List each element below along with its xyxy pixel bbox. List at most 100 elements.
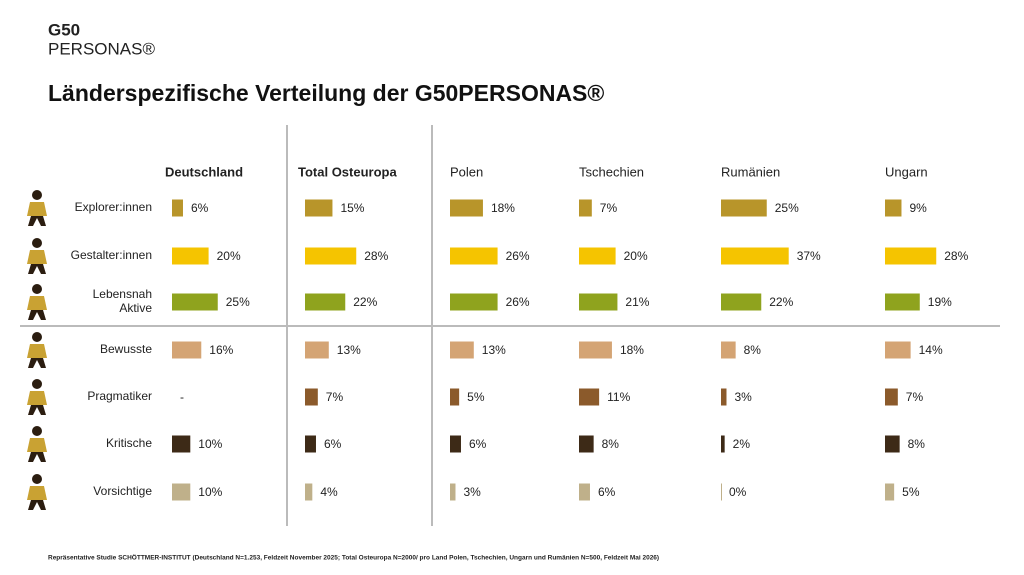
bar <box>721 435 725 453</box>
bar <box>450 388 460 406</box>
value-label: 22% <box>769 295 793 309</box>
value-label: 21% <box>625 295 649 309</box>
bar <box>721 341 736 359</box>
value-label: 10% <box>198 437 222 451</box>
value-label: 7% <box>600 201 618 215</box>
value-label: 13% <box>337 343 361 357</box>
column-header: Deutschland <box>165 164 243 179</box>
value-label: 14% <box>919 343 943 357</box>
value-label: 28% <box>944 249 968 263</box>
value-label: 16% <box>209 343 233 357</box>
value-label: 26% <box>506 295 530 309</box>
persona-icon <box>27 474 47 510</box>
value-label: 13% <box>482 343 506 357</box>
bar <box>579 341 612 359</box>
footnote: Repräsentative Studie SCHÖTTMER-INSTITUT… <box>48 553 659 562</box>
value-label: 7% <box>906 390 924 404</box>
bar <box>885 435 900 453</box>
row-label: Bewusste <box>100 342 152 356</box>
value-label: 25% <box>775 201 799 215</box>
value-label: 6% <box>469 437 487 451</box>
value-label: 6% <box>324 437 342 451</box>
persona-icon <box>27 284 47 320</box>
column-header: Polen <box>450 164 483 179</box>
bar <box>579 293 618 311</box>
bar <box>305 341 329 359</box>
column-header: Tschechien <box>579 164 644 179</box>
logo-top: G50 <box>48 20 80 39</box>
bar <box>450 293 498 311</box>
bar <box>885 199 902 217</box>
bar <box>305 435 316 453</box>
value-label: - <box>180 390 184 404</box>
bar <box>579 435 594 453</box>
bar <box>885 483 895 501</box>
bar <box>172 247 209 265</box>
bar <box>450 199 483 217</box>
bar <box>172 293 218 311</box>
value-label: 3% <box>734 390 752 404</box>
bar <box>721 483 722 501</box>
bar <box>885 388 898 406</box>
row-label: Lebensnah Aktive <box>93 287 153 315</box>
row-label: Kritische <box>106 436 152 450</box>
value-label: 8% <box>602 437 620 451</box>
bar <box>721 388 727 406</box>
bar <box>450 341 474 359</box>
chart-title: Länderspezifische Verteilung der G50PERS… <box>48 80 604 106</box>
column-header: Total Osteuropa <box>298 164 397 179</box>
value-label: 5% <box>467 390 485 404</box>
value-label: 8% <box>908 437 926 451</box>
value-label: 5% <box>902 485 920 499</box>
value-label: 7% <box>326 390 344 404</box>
value-label: 28% <box>364 249 388 263</box>
value-label: 10% <box>198 485 222 499</box>
column-header: Rumänien <box>721 164 780 179</box>
bar <box>579 388 600 406</box>
bar <box>172 483 191 501</box>
persona-icon <box>27 379 47 415</box>
bar <box>305 388 318 406</box>
bar <box>579 199 592 217</box>
value-label: 26% <box>506 249 530 263</box>
bar <box>172 341 202 359</box>
bar <box>579 247 616 265</box>
bar <box>721 199 767 217</box>
bar <box>305 247 357 265</box>
bar <box>450 247 498 265</box>
value-label: 9% <box>909 201 927 215</box>
persona-icon <box>27 238 47 274</box>
bar <box>450 435 461 453</box>
value-label: 6% <box>191 201 209 215</box>
bar <box>305 483 313 501</box>
bar <box>721 293 762 311</box>
value-label: 15% <box>340 201 364 215</box>
row-label: Explorer:innen <box>75 200 152 214</box>
row-label: Pragmatiker <box>87 389 152 403</box>
bar <box>885 247 937 265</box>
logo-bottom: PERSONAS® <box>48 39 155 58</box>
column-header: Ungarn <box>885 164 928 179</box>
bar <box>450 483 456 501</box>
value-label: 25% <box>226 295 250 309</box>
value-label: 19% <box>928 295 952 309</box>
bar <box>885 293 920 311</box>
bar <box>172 199 183 217</box>
value-label: 6% <box>598 485 616 499</box>
value-label: 2% <box>733 437 751 451</box>
bar <box>172 435 191 453</box>
bar <box>305 293 346 311</box>
bar <box>579 483 590 501</box>
value-label: 0% <box>729 485 747 499</box>
value-label: 8% <box>744 343 762 357</box>
bar <box>305 199 333 217</box>
value-label: 20% <box>217 249 241 263</box>
bar <box>885 341 911 359</box>
row-label: Vorsichtige <box>93 484 152 498</box>
persona-icon <box>27 332 47 368</box>
value-label: 4% <box>320 485 338 499</box>
value-label: 18% <box>620 343 644 357</box>
value-label: 18% <box>491 201 515 215</box>
row-label: Gestalter:innen <box>71 248 152 262</box>
